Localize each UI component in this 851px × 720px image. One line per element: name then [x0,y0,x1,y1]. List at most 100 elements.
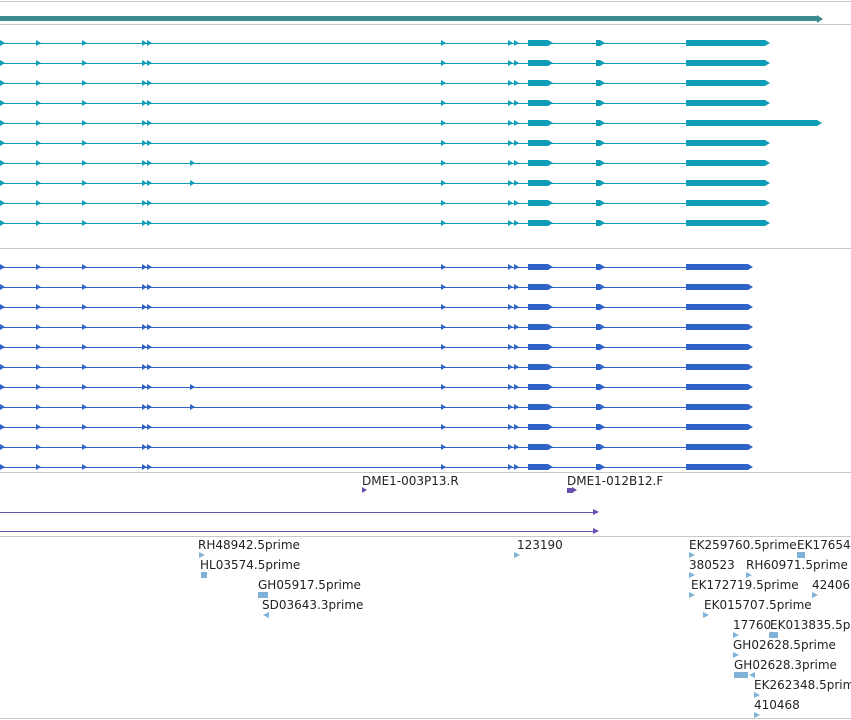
exon-block [528,100,548,106]
intron-line [0,447,686,448]
strand-arrow [514,284,519,290]
est-label[interactable]: GH02628.3prime [734,658,837,672]
strand-arrow [147,160,152,166]
exon-block [686,384,748,390]
strand-arrow [508,220,513,226]
exon-tip [748,344,753,350]
est-label[interactable]: EK262348.5prime [754,678,851,692]
strand-arrow [82,284,87,290]
strand-arrow [36,120,41,126]
exon-tip [548,140,553,146]
strand-arrow [508,140,513,146]
est-label[interactable]: 17760 [733,618,772,632]
exon-tip [765,200,770,206]
strand-arrow [36,160,41,166]
strand-arrow [142,364,147,370]
exon-block [528,180,548,186]
est-label[interactable]: HL03574.5prime [200,558,301,572]
exon-tip [600,324,605,330]
strand-arrow [508,284,513,290]
exon-block [528,120,548,126]
exon-block [528,80,548,86]
exon-block [596,424,600,430]
strand-arrow [147,264,152,270]
probe-alignment-line [0,531,597,532]
est-label[interactable]: 410468 [754,698,800,712]
exon-block [596,384,600,390]
est-label[interactable]: GH02628.5prime [733,638,836,652]
strand-arrow [508,424,513,430]
strand-arrow [147,324,152,330]
strand-arrow [142,180,147,186]
exon-tip [548,424,553,430]
strand-arrow [441,140,446,146]
exon-tip [548,384,553,390]
exon-block [686,60,765,66]
strand-arrow [441,100,446,106]
est-label[interactable]: 42406 [812,578,851,592]
est-marker [754,692,760,698]
est-marker [770,632,778,638]
strand-arrow [441,220,446,226]
est-label[interactable]: EK013835.5p [770,618,851,632]
est-marker [689,552,695,558]
probe-label[interactable]: DME1-012B12.F [567,474,664,488]
est-label[interactable]: GH05917.5prime [258,578,361,592]
intron-line [0,123,686,124]
strand-arrow [142,264,147,270]
exon-block [528,344,548,350]
strand-arrow [441,180,446,186]
strand-arrow [147,80,152,86]
exon-tip [765,80,770,86]
exon-tip [600,404,605,410]
exon-tip [600,220,605,226]
intron-line [0,103,686,104]
strand-arrow [36,220,41,226]
track-separator [0,718,851,719]
strand-arrow [82,80,87,86]
intron-line [0,223,686,224]
strand-arrow [514,304,519,310]
exon-tip [748,284,753,290]
probe-marker [362,487,367,493]
est-label[interactable]: EK259760.5prime [689,538,797,552]
exon-block [596,364,600,370]
est-label[interactable]: 380523 [689,558,735,572]
probe-marker [572,487,577,493]
est-marker [263,612,269,618]
est-label[interactable]: RH60971.5prime [746,558,848,572]
exon-tip [748,304,753,310]
probe-label[interactable]: DME1-003P13.R [362,474,459,488]
exon-tip [548,344,553,350]
exon-block [686,140,765,146]
strand-arrow [36,60,41,66]
strand-arrow [147,140,152,146]
est-label[interactable]: EK17654 [797,538,851,552]
strand-arrow [190,160,195,166]
est-label[interactable]: EK172719.5prime [691,578,799,592]
strand-arrow [36,180,41,186]
strand-arrow [82,404,87,410]
strand-arrow [36,324,41,330]
exon-tip [600,464,605,470]
exon-block [596,160,600,166]
est-label[interactable]: RH48942.5prime [198,538,300,552]
strand-arrow [142,404,147,410]
strand-arrow [142,284,147,290]
strand-arrow [36,424,41,430]
exon-block [686,100,765,106]
strand-arrow [142,200,147,206]
exon-tip [600,444,605,450]
est-marker [733,652,739,658]
strand-arrow [514,140,519,146]
strand-arrow [0,444,5,450]
strand-arrow [82,264,87,270]
strand-arrow [0,120,5,126]
intron-line [0,183,686,184]
est-label[interactable]: SD03643.3prime [262,598,364,612]
est-label[interactable]: EK015707.5prime [704,598,812,612]
exon-tip [765,160,770,166]
est-label[interactable]: 123190 [517,538,563,552]
strand-arrow [147,404,152,410]
exon-block [528,40,548,46]
